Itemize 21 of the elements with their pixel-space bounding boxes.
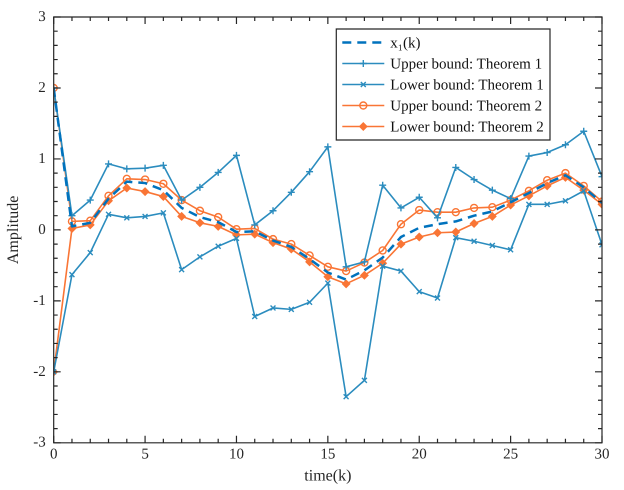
y-tick-label: 0 <box>38 222 46 238</box>
x-tick-label: 20 <box>412 446 427 463</box>
legend-label: x₁(k) <box>390 35 421 52</box>
y-tick-label: -3 <box>33 434 46 451</box>
x-tick-label: 5 <box>141 446 149 463</box>
x-tick-label: 25 <box>503 446 518 463</box>
legend-label: Upper bound: Theorem 2 <box>390 98 542 114</box>
legend-label: Lower bound: Theorem 1 <box>390 77 544 94</box>
legend-label: Upper bound: Theorem 1 <box>390 56 542 72</box>
x-tick-label: 15 <box>320 446 336 463</box>
y-tick-label: 2 <box>38 80 46 96</box>
y-tick-label: 3 <box>38 8 46 25</box>
x-tick-label: 0 <box>50 446 58 463</box>
x-tick-label: 10 <box>228 446 244 463</box>
y-tick-label: -2 <box>33 364 46 380</box>
y-axis-title: Amplitude <box>4 196 22 264</box>
legend-label: Lower bound: Theorem 2 <box>390 119 544 136</box>
y-tick-label: 1 <box>38 150 46 167</box>
y-tick-label: -1 <box>33 292 46 309</box>
x-tick-label: 30 <box>594 446 610 463</box>
x-axis-title: time(k) <box>304 468 352 485</box>
